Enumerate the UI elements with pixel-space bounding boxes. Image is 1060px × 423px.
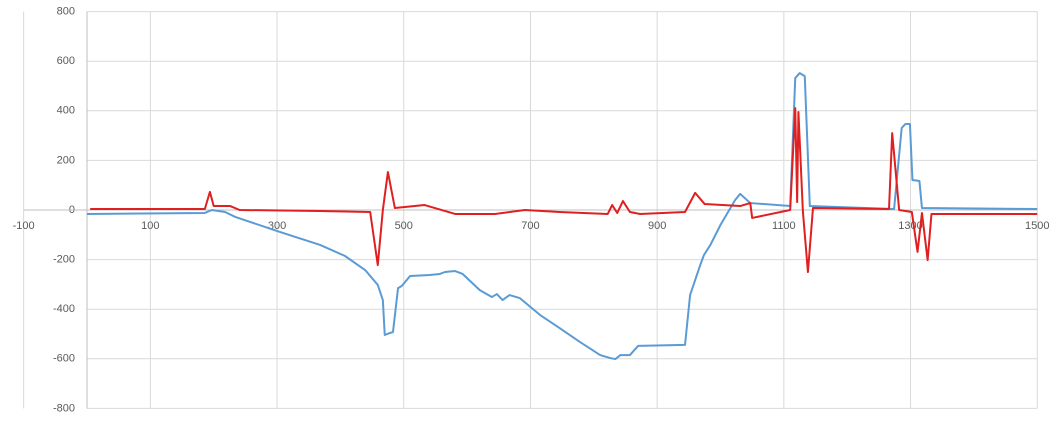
x-tick-label: 1300	[898, 220, 922, 232]
y-tick-label: 800	[57, 6, 75, 18]
y-tick-label: -200	[53, 254, 75, 266]
x-tick-label: 1100	[772, 220, 796, 232]
y-tick-label: 600	[57, 55, 75, 67]
x-tick-label: 900	[648, 220, 666, 232]
series-line	[90, 107, 1038, 273]
y-tick-label: -800	[53, 402, 75, 414]
x-tick-label: 1500	[1025, 220, 1049, 232]
y-tick-label: 400	[57, 105, 75, 117]
x-tick-label: 100	[141, 220, 159, 232]
x-tick-label: 700	[521, 220, 539, 232]
y-tick-label: 200	[57, 154, 75, 166]
x-tick-label: 500	[395, 220, 413, 232]
series-line	[86, 72, 1038, 361]
y-tick-label: -400	[53, 303, 75, 315]
x-tick-label: -100	[13, 220, 35, 232]
y-tick-label: -600	[53, 353, 75, 365]
